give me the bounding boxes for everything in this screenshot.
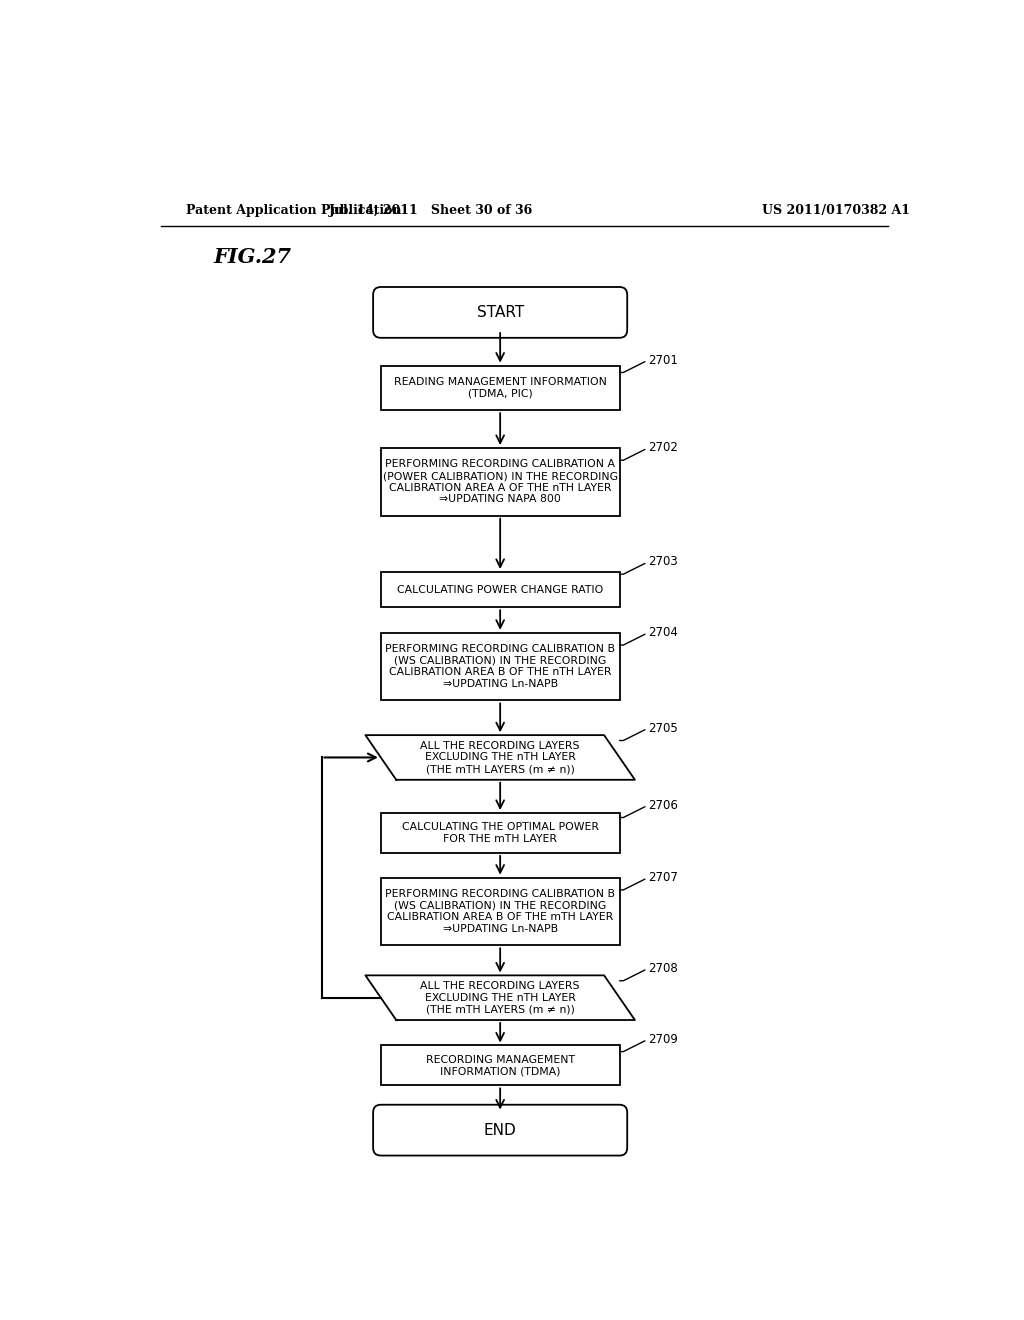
Text: 2706: 2706 — [648, 799, 678, 812]
Text: PERFORMING RECORDING CALIBRATION B
(WS CALIBRATION) IN THE RECORDING
CALIBRATION: PERFORMING RECORDING CALIBRATION B (WS C… — [385, 644, 615, 689]
FancyBboxPatch shape — [373, 1105, 628, 1155]
Text: 2705: 2705 — [648, 722, 678, 735]
Bar — [381, 813, 620, 853]
Text: 2702: 2702 — [648, 441, 678, 454]
Text: PERFORMING RECORDING CALIBRATION A
(POWER CALIBRATION) IN THE RECORDING
CALIBRAT: PERFORMING RECORDING CALIBRATION A (POWE… — [383, 459, 617, 504]
FancyBboxPatch shape — [373, 286, 628, 338]
Text: ALL THE RECORDING LAYERS
EXCLUDING THE nTH LAYER
(THE mTH LAYERS (m ≠ n)): ALL THE RECORDING LAYERS EXCLUDING THE n… — [421, 981, 580, 1014]
Bar — [381, 1045, 620, 1085]
Bar — [381, 632, 620, 701]
Text: START: START — [476, 305, 524, 319]
Text: Patent Application Publication: Patent Application Publication — [186, 205, 401, 218]
Bar — [381, 447, 620, 516]
Bar — [381, 878, 620, 945]
Text: PERFORMING RECORDING CALIBRATION B
(WS CALIBRATION) IN THE RECORDING
CALIBRATION: PERFORMING RECORDING CALIBRATION B (WS C… — [385, 890, 615, 933]
Text: 2701: 2701 — [648, 354, 678, 367]
Text: END: END — [483, 1122, 516, 1138]
Polygon shape — [366, 975, 635, 1020]
Text: READING MANAGEMENT INFORMATION
(TDMA, PIC): READING MANAGEMENT INFORMATION (TDMA, PI… — [393, 378, 606, 399]
Bar — [381, 572, 620, 607]
Text: 2709: 2709 — [648, 1032, 678, 1045]
Text: ALL THE RECORDING LAYERS
EXCLUDING THE nTH LAYER
(THE mTH LAYERS (m ≠ n)): ALL THE RECORDING LAYERS EXCLUDING THE n… — [421, 741, 580, 774]
Polygon shape — [366, 735, 635, 780]
Text: FIG.27: FIG.27 — [214, 247, 292, 267]
Bar — [381, 366, 620, 411]
Text: 2707: 2707 — [648, 871, 678, 884]
Text: RECORDING MANAGEMENT
INFORMATION (TDMA): RECORDING MANAGEMENT INFORMATION (TDMA) — [426, 1055, 574, 1076]
Text: 2703: 2703 — [648, 556, 678, 569]
Text: 2704: 2704 — [648, 626, 678, 639]
Text: CALCULATING THE OPTIMAL POWER
FOR THE mTH LAYER: CALCULATING THE OPTIMAL POWER FOR THE mT… — [401, 822, 599, 843]
Text: 2708: 2708 — [648, 962, 678, 975]
Text: Jul. 14, 2011   Sheet 30 of 36: Jul. 14, 2011 Sheet 30 of 36 — [329, 205, 532, 218]
Text: CALCULATING POWER CHANGE RATIO: CALCULATING POWER CHANGE RATIO — [397, 585, 603, 594]
Text: US 2011/0170382 A1: US 2011/0170382 A1 — [762, 205, 910, 218]
